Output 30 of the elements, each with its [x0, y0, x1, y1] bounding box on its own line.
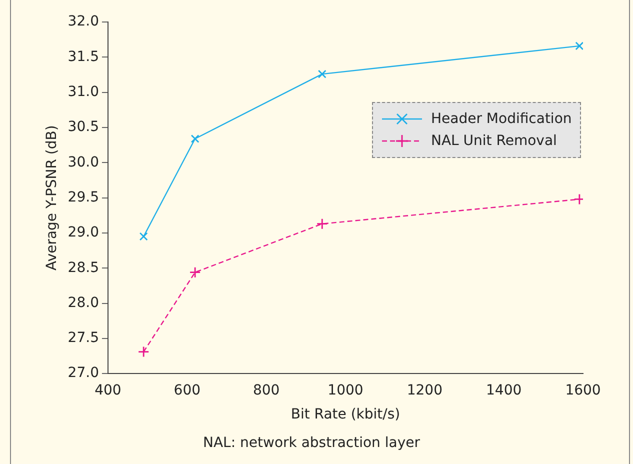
- x-tick-label: 1600: [565, 382, 601, 399]
- y-tick-label: 27.0: [68, 365, 99, 382]
- x-tick-label: 1000: [328, 382, 364, 399]
- y-tick-label: 28.5: [68, 260, 99, 276]
- x-tick-label: 600: [174, 382, 201, 399]
- point: [316, 218, 328, 230]
- y-tick-label: 31.0: [68, 84, 99, 100]
- x-tick-label: 800: [252, 382, 280, 399]
- x-tick-label: 1400: [486, 382, 522, 399]
- point: [575, 42, 583, 50]
- y-axis-title: Average Y-PSNR (dB): [44, 125, 60, 270]
- y-tick-label: 29.0: [68, 224, 99, 241]
- text: NAL: network abstraction layer: [203, 435, 420, 452]
- point: [318, 70, 326, 78]
- x-tick-label: 400: [94, 382, 122, 399]
- legend-label: Header Modification: [431, 110, 572, 129]
- y-tick-label: 27.5: [68, 330, 99, 346]
- point: [190, 134, 200, 143]
- y-tick-label: 32.0: [68, 14, 99, 30]
- y-tick-label: 31.5: [68, 48, 99, 65]
- point: [139, 232, 148, 241]
- y-tick-label: 29.5: [68, 189, 99, 206]
- point: [138, 346, 150, 358]
- x-tick-label: 1200: [406, 382, 442, 399]
- y-tick-label: 30.0: [68, 154, 99, 170]
- legend-label: NAL Unit Removal: [431, 132, 557, 151]
- point: [189, 266, 201, 278]
- y-tick-label: 28.0: [68, 294, 99, 311]
- x-axis-title: Bit Rate (kbit/s): [290, 406, 400, 422]
- y-tick-label: 30.5: [68, 119, 99, 136]
